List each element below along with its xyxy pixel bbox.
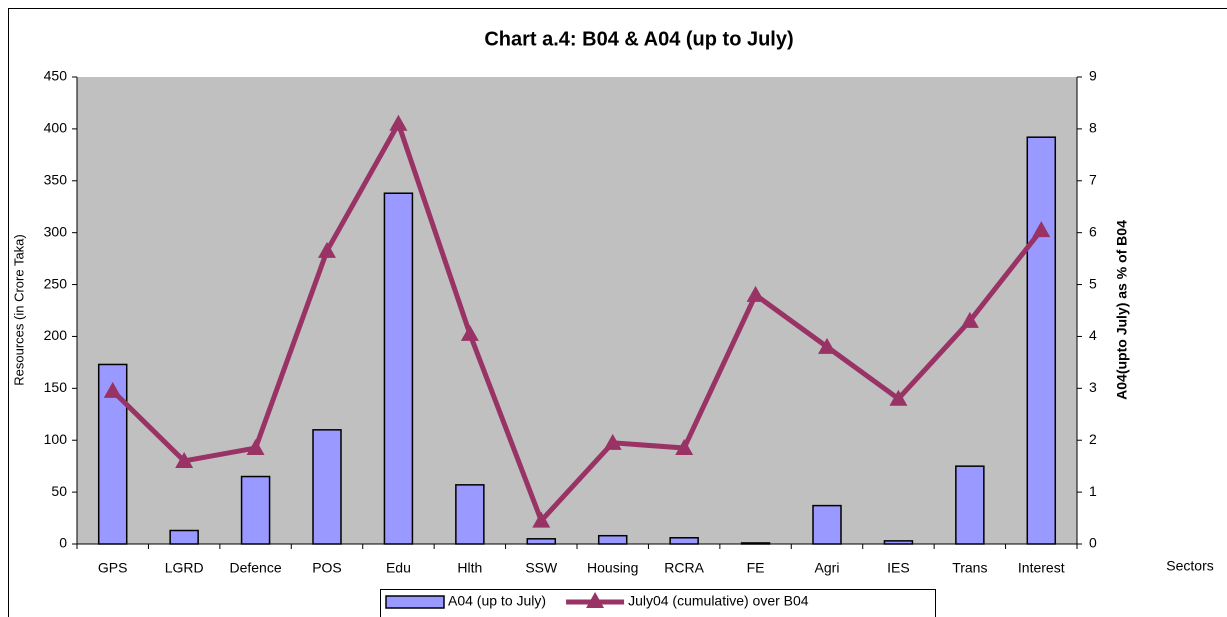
bar — [812, 504, 842, 545]
y2-tick-label: 9 — [1089, 68, 1097, 84]
marker — [960, 311, 979, 328]
plot-area — [77, 77, 1077, 544]
y-tick-label: 0 — [59, 535, 67, 551]
y2-tick-label: 6 — [1089, 223, 1097, 239]
marker — [532, 511, 551, 528]
y2-tick-label: 5 — [1089, 275, 1097, 291]
x-tick-label: Hlth — [457, 560, 482, 576]
y2-tick-label: 4 — [1089, 327, 1097, 343]
y-tick-label: 450 — [44, 68, 68, 84]
x-tick-label: FE — [747, 560, 765, 576]
bar — [455, 484, 485, 545]
y-tick-label: 150 — [44, 379, 68, 395]
y-axis-label: Resources (in Crore Taka) — [11, 234, 26, 385]
bar — [383, 192, 414, 545]
x-tick-label: IES — [887, 560, 910, 576]
bar — [169, 529, 199, 545]
y-tick-label: 200 — [44, 327, 68, 343]
legend-label: A04 (up to July) — [448, 593, 546, 609]
marker — [460, 324, 479, 341]
marker — [675, 439, 694, 456]
marker — [603, 433, 622, 450]
x-tick-label: LGRD — [165, 560, 204, 576]
x-tick-label: Housing — [587, 560, 638, 576]
y-tick-label: 400 — [44, 120, 68, 136]
line — [110, 117, 1044, 526]
x-tick-label: Agri — [815, 560, 840, 576]
y2-axis-label: A04(upto July) as % of B04 — [1114, 220, 1130, 400]
marker — [318, 241, 336, 258]
marker — [246, 439, 265, 456]
marker — [175, 451, 194, 468]
marker — [103, 381, 122, 398]
y2-tick-label: 2 — [1089, 431, 1097, 447]
x-tick-label: POS — [312, 560, 342, 576]
y-tick-label: 100 — [44, 431, 68, 447]
bar — [1026, 136, 1057, 545]
bar — [883, 540, 914, 545]
marker — [389, 114, 408, 131]
marker — [889, 389, 908, 406]
x-tick-label: GPS — [98, 560, 128, 576]
y-tick-label: 250 — [44, 275, 68, 291]
legend-swatch — [385, 595, 445, 609]
bar — [526, 538, 557, 545]
marker — [818, 337, 836, 354]
x-axis-label: Sectors — [1166, 558, 1213, 574]
x-tick-label: SSW — [525, 560, 558, 576]
legend — [380, 589, 936, 617]
bar — [597, 534, 628, 545]
marker — [1032, 221, 1051, 238]
bar — [740, 542, 771, 545]
marker — [746, 285, 765, 302]
legend-label: July04 (cumulative) over B04 — [628, 593, 809, 609]
bar — [669, 537, 699, 545]
bar — [955, 465, 985, 545]
chart-title: Chart a.4: B04 & A04 (up to July) — [484, 28, 793, 50]
y-tick-label: 350 — [44, 171, 68, 187]
y2-tick-label: 1 — [1089, 483, 1097, 499]
bar — [240, 475, 271, 545]
x-tick-label: Trans — [952, 560, 987, 576]
y2-tick-label: 8 — [1089, 120, 1097, 136]
x-tick-label: Edu — [386, 560, 411, 576]
y-tick-label: 50 — [51, 483, 67, 499]
y2-tick-label: 7 — [1089, 171, 1097, 187]
x-tick-label: Defence — [229, 560, 281, 576]
x-tick-label: Interest — [1018, 560, 1065, 576]
bar — [312, 429, 342, 545]
y2-tick-label: 0 — [1089, 535, 1097, 551]
y2-tick-label: 3 — [1089, 379, 1097, 395]
legend-marker — [586, 592, 605, 608]
y-tick-label: 300 — [44, 223, 68, 239]
x-tick-label: RCRA — [664, 560, 704, 576]
